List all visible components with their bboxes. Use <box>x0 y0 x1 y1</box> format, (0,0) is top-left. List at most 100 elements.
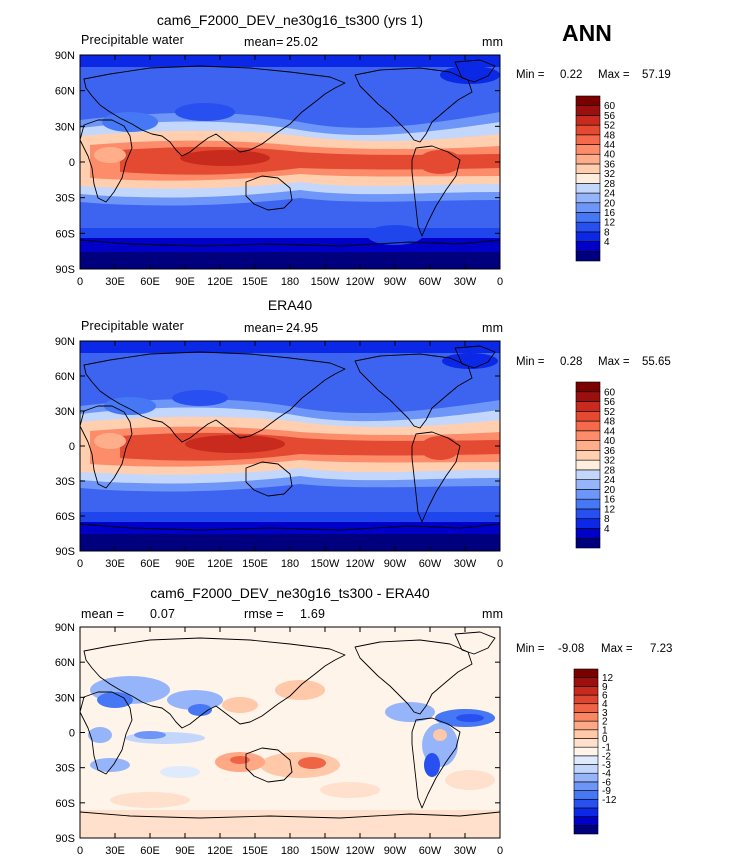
rmse-label: rmse = <box>244 607 284 621</box>
coast-north-america <box>354 67 473 143</box>
lon-tick-label: 0 <box>77 558 83 570</box>
colorbar-swatch <box>575 153 601 165</box>
lon-tick-label: 150W <box>311 276 340 288</box>
lat-tick-label: 30N <box>55 692 75 704</box>
colorbar-swatch <box>575 537 601 549</box>
colorbar-swatch <box>575 192 601 204</box>
coastlines <box>80 59 500 247</box>
colorbar-label: -1 <box>602 743 611 754</box>
colorbar-swatch <box>575 420 601 432</box>
colorbar-swatch <box>575 528 601 539</box>
coast-asia <box>83 637 346 729</box>
max-label: Max = <box>598 356 630 368</box>
map-field <box>80 341 500 551</box>
lat-tick-label: 30N <box>55 121 75 133</box>
lat-tick-label: 30N <box>55 406 75 418</box>
colorbar-swatch <box>573 764 599 774</box>
colorbar-swatch <box>575 221 601 233</box>
colorbar-label: 12 <box>604 504 616 515</box>
colorbar-label: 40 <box>604 436 616 447</box>
colorbar-swatch <box>575 202 601 213</box>
units-label: mm <box>482 35 503 49</box>
colorbar-swatch <box>573 668 599 678</box>
lat-tick-label: 30S <box>55 763 75 775</box>
lon-tick-label: 120W <box>346 845 375 857</box>
colorbar-label: 60 <box>604 101 616 112</box>
colorbar-swatch <box>575 231 601 242</box>
colorbar-label: 52 <box>604 407 616 418</box>
colorbar-swatch <box>573 738 599 748</box>
lat-tick-label: 60S <box>55 511 75 523</box>
min-label: Min = <box>516 643 545 655</box>
colorbar-swatch <box>573 772 599 783</box>
season-label: ANN <box>562 20 612 46</box>
lon-tick-label: 180 <box>281 558 299 570</box>
colorbar-label: 12 <box>602 673 614 684</box>
panel-model: cam6_F2000_DEV_ne30g16_ts300 (yrs 1) Pre… <box>55 12 671 288</box>
colorbar-label: 2 <box>602 717 608 728</box>
lon-tick-label: 90E <box>175 558 195 570</box>
colorbar-swatch <box>575 508 601 520</box>
colorbar-label: 4 <box>604 524 610 535</box>
colorbar-swatch <box>573 694 599 705</box>
lon-tick-label: 90E <box>175 276 195 288</box>
colorbar-label: 28 <box>604 465 616 476</box>
colorbar-swatch <box>575 173 601 184</box>
lat-axis: 90N 60N 30N 0 30S 60S 90S <box>55 336 500 558</box>
coast-antarctica <box>80 523 500 531</box>
colorbar-label: -12 <box>602 795 617 806</box>
colorbar-label: 32 <box>604 169 616 180</box>
colorbar-swatch <box>575 183 601 194</box>
colorbar-swatch <box>575 134 601 145</box>
lon-tick-label: 150E <box>242 558 268 570</box>
colorbar-label: 32 <box>604 456 616 467</box>
colorbar-swatch <box>575 212 601 223</box>
lon-tick-label: 30E <box>105 845 125 857</box>
coastlines <box>80 345 500 531</box>
lat-axis: 90N 60N 30N 0 30S 60S 90S <box>55 622 500 845</box>
max-label: Max = <box>601 643 633 655</box>
coast-greenland <box>454 59 496 83</box>
lon-tick-label: 180 <box>281 845 299 857</box>
colorbar-swatch <box>573 798 599 809</box>
lat-tick-label: 0 <box>69 728 75 740</box>
colorbar-swatch <box>575 479 601 490</box>
lon-tick-label: 60E <box>140 558 160 570</box>
max-value: 57.19 <box>642 69 671 81</box>
colorbar-swatch <box>573 703 599 713</box>
lon-axis: 0 30E 60E 90E 120E 150E 180 150W 120W 90W 60W 30W 0 <box>77 55 503 288</box>
colorbar-swatch <box>575 518 601 529</box>
colorbar-label: -4 <box>602 769 611 780</box>
lon-tick-label: 30W <box>454 276 477 288</box>
lon-tick-label: 30E <box>105 276 125 288</box>
coast-antarctica <box>80 811 500 819</box>
mean-value: 25.02 <box>286 35 318 49</box>
colorbar-label: 20 <box>604 198 616 209</box>
colorbar-swatch <box>573 781 599 791</box>
max-value: 7.23 <box>650 643 672 655</box>
lat-tick-label: 30S <box>55 193 75 205</box>
coast-north-america <box>354 639 473 715</box>
mean-label: mean = <box>81 607 124 621</box>
lon-tick-label: 90W <box>384 558 407 570</box>
min-value: 0.22 <box>560 69 582 81</box>
colorbar-swatch <box>575 381 601 393</box>
lat-tick-label: 0 <box>69 441 75 453</box>
coast-north-america <box>354 353 473 429</box>
coast-asia <box>83 351 346 443</box>
panel-title: ERA40 <box>268 297 313 313</box>
colorbar-swatch <box>575 498 601 510</box>
lat-tick-label: 90S <box>55 833 75 845</box>
lat-tick-label: 90N <box>55 336 75 348</box>
colorbar-label: -9 <box>602 786 611 797</box>
colorbar-label: 6 <box>602 691 608 702</box>
lon-tick-label: 30W <box>454 558 477 570</box>
colorbar-swatch <box>573 677 599 687</box>
max-label: Max = <box>598 69 630 81</box>
colorbar-label: 40 <box>604 150 616 161</box>
lat-tick-label: 90N <box>55 622 75 634</box>
colorbar-swatch <box>575 440 601 451</box>
coast-australia <box>245 461 293 497</box>
